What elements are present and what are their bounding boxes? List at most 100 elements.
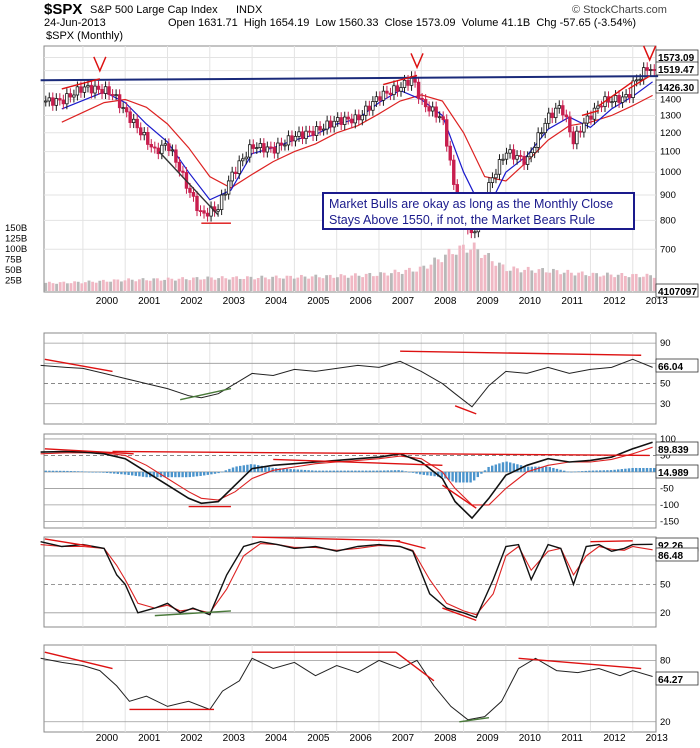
rsi-trendline-2 [454, 405, 477, 415]
volume-bar [501, 264, 505, 291]
price-candle [279, 142, 284, 146]
macd-hist-bar [401, 470, 404, 472]
price-candle [371, 101, 375, 111]
price-candle [423, 99, 428, 108]
volume-bar [80, 283, 84, 291]
price-candle [518, 155, 523, 157]
macd-hist-bar [354, 470, 357, 472]
rsi-line [40, 358, 653, 408]
macd-hist-bar [120, 471, 123, 475]
macd-hist-bar [372, 470, 375, 472]
price-candle [293, 136, 298, 142]
axis-year-top-2006: 2006 [350, 296, 373, 307]
macd-hist-bar [390, 470, 393, 472]
volume-bar [303, 276, 307, 291]
volume-bar [105, 281, 109, 291]
macd-hist-bar [123, 471, 127, 475]
volume-bar [292, 278, 296, 291]
stoch-slow-value-label-box [655, 547, 699, 562]
macd-hist-bar [613, 469, 616, 472]
axis-year-bottom-2005: 2005 [307, 733, 330, 744]
price-candle [325, 120, 329, 130]
macd-hist-bar [649, 468, 652, 472]
macd-panel [43, 433, 657, 529]
macd-hist-bar [145, 471, 148, 478]
price-candle [490, 177, 495, 183]
macd-hist-bar [379, 470, 382, 472]
macd-hist-bar [278, 468, 281, 472]
volume-bar [339, 274, 343, 291]
volume-bar [382, 272, 386, 291]
osc-panel-tick-80: 80 [660, 655, 671, 666]
rsi-panel [43, 332, 657, 425]
macd-hist-bar [210, 471, 213, 475]
annotation-box: Market Bulls are okay as long as the Mon… [322, 192, 635, 230]
annotation-line-1: Market Bulls are okay as long as the Mon… [329, 197, 614, 211]
macd-hist-bar [217, 471, 220, 474]
price-candle [149, 144, 153, 148]
price-candle [374, 96, 379, 102]
volume-bar [444, 254, 447, 291]
stoch-slow-line [40, 543, 653, 616]
macd-hist-bar [285, 468, 289, 472]
date-label: 24-Jun-2013 [44, 17, 106, 29]
volume-bar [454, 254, 458, 291]
volume-tick-50: 50B [5, 265, 22, 276]
price-tick-1000: 1000 [660, 167, 681, 178]
price-trendline-6 [628, 75, 651, 90]
axis-year-bottom-2000: 2000 [96, 733, 119, 744]
macd-hist-bar [411, 471, 415, 473]
price-candle [634, 79, 639, 82]
axis-year-top-2009: 2009 [476, 296, 499, 307]
axis-year-bottom-2011: 2011 [561, 733, 583, 744]
macd-value-label-box [655, 441, 699, 456]
axis-year-bottom-2006: 2006 [350, 733, 373, 744]
volume-bar [606, 272, 609, 291]
volume-bar [238, 278, 242, 291]
macd-hist-bar [77, 471, 80, 472]
volume-bar [325, 275, 328, 291]
price-candle [543, 122, 547, 134]
price-candle [350, 118, 354, 124]
volume-tick-100: 100B [5, 244, 27, 255]
price-candle [515, 155, 519, 160]
volume-bar [246, 276, 249, 291]
volume-bar [508, 270, 512, 291]
copyright-text: © StockCharts.com [572, 4, 667, 16]
macd-hist-bar [602, 470, 605, 472]
volume-bar [181, 277, 184, 291]
price-candle [86, 85, 90, 88]
volume-bar [562, 272, 566, 291]
macd-hist-bar [343, 470, 346, 472]
volume-label: Volume [461, 17, 499, 29]
macd-hist-bar [66, 470, 69, 472]
price-candle [307, 130, 312, 133]
volume-bar [620, 273, 624, 291]
rsi-value-label: 66.04 [658, 362, 683, 373]
macd-hist-bar [185, 471, 188, 478]
price-ma-long-label-box [655, 79, 699, 94]
price-candle [539, 132, 544, 135]
volume-bar [206, 276, 210, 291]
price-candle [54, 98, 59, 106]
volume-bar [364, 273, 368, 291]
macd-hist-bar [537, 466, 541, 472]
macd-hist-bar [293, 469, 296, 472]
price-candle [399, 87, 403, 92]
stoch-trendline-0 [44, 538, 92, 548]
macd-trendline-2 [273, 458, 443, 467]
price-candle [395, 85, 400, 92]
price-candle [226, 180, 231, 195]
volume-bar [390, 273, 393, 291]
macd-hist-bar [368, 470, 371, 472]
volume-bar [177, 278, 181, 291]
macd-hist-bar [642, 467, 645, 472]
macd-hist-bar [336, 470, 339, 472]
macd-panel-tick-50: 50 [660, 450, 671, 461]
chg-label: Chg [536, 17, 557, 29]
volume-bar [332, 277, 336, 291]
macd-signal-line [40, 446, 653, 506]
volume-bar [156, 278, 159, 291]
price-ma-short-label: 1519.47 [658, 65, 695, 76]
